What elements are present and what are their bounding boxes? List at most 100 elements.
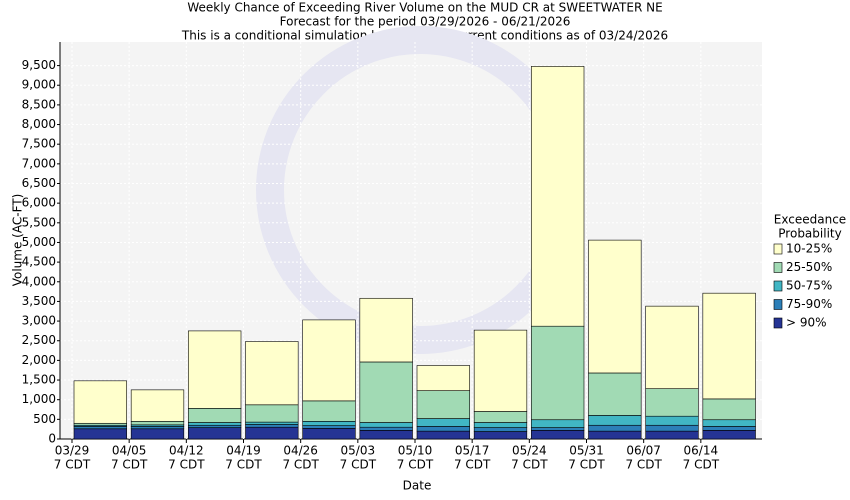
x-tick-label: 03/29 bbox=[55, 444, 90, 458]
bar-segment bbox=[531, 66, 585, 327]
legend-label: > 90% bbox=[786, 316, 827, 330]
bar-segment bbox=[416, 430, 470, 440]
y-tick-label: 1,000 bbox=[22, 392, 56, 406]
bar-segment bbox=[588, 239, 642, 374]
bar-segment bbox=[245, 341, 299, 406]
bar-segment bbox=[473, 431, 528, 440]
legend-title: Exceedance bbox=[774, 213, 846, 227]
x-tick-label: 05/17 bbox=[455, 444, 490, 458]
y-tick-label: 4,500 bbox=[22, 255, 56, 269]
x-tick-label: 7 CDT bbox=[282, 458, 319, 472]
legend-swatch bbox=[773, 243, 783, 255]
x-tick-label: 04/05 bbox=[112, 444, 147, 458]
x-tick-label: 04/19 bbox=[226, 444, 261, 458]
bar-segment bbox=[302, 400, 356, 422]
x-tick-label: 7 CDT bbox=[454, 458, 491, 472]
legend-swatch bbox=[773, 262, 783, 273]
y-tick-label: 8,500 bbox=[22, 97, 56, 111]
x-tick-label: 7 CDT bbox=[54, 458, 91, 472]
bar-segment bbox=[302, 428, 356, 440]
legend-swatch bbox=[773, 299, 783, 310]
x-tick-label: 7 CDT bbox=[625, 458, 662, 472]
x-tick-label: 7 CDT bbox=[568, 458, 605, 472]
bar-segment bbox=[531, 325, 585, 421]
bar-segment bbox=[531, 419, 585, 428]
bar-segment bbox=[702, 430, 756, 440]
x-tick-label: 04/12 bbox=[169, 444, 204, 458]
bar-segment bbox=[416, 365, 470, 391]
bar-segment bbox=[245, 424, 299, 428]
x-tick-label: 7 CDT bbox=[397, 458, 434, 472]
bar-segment bbox=[73, 428, 127, 440]
bar-segment bbox=[245, 421, 299, 425]
bar-segment bbox=[245, 426, 299, 440]
y-tick-label: 500 bbox=[33, 412, 56, 426]
legend-label: 50-75% bbox=[786, 279, 832, 293]
x-tick-label: 05/24 bbox=[512, 444, 547, 458]
bar-segment bbox=[588, 424, 642, 432]
bar-segment bbox=[473, 329, 528, 412]
legend-swatch bbox=[773, 317, 783, 329]
bar-segment bbox=[588, 415, 642, 426]
x-tick-label: 7 CDT bbox=[511, 458, 548, 472]
bar-segment bbox=[188, 422, 242, 426]
x-tick-label: 06/07 bbox=[626, 444, 661, 458]
legend-swatch bbox=[773, 280, 783, 292]
bar-segment bbox=[130, 426, 185, 430]
y-tick-label: 6,500 bbox=[22, 176, 56, 190]
bar-segment bbox=[645, 430, 699, 440]
chart-title: Weekly Chance of Exceeding River Volume … bbox=[187, 1, 662, 15]
x-tick-label: 7 CDT bbox=[168, 458, 205, 472]
x-tick-label: 05/03 bbox=[341, 444, 376, 458]
x-axis-label: Date bbox=[403, 479, 432, 493]
bar-segment bbox=[359, 422, 413, 428]
bar-segment bbox=[73, 380, 127, 424]
bar-segment bbox=[188, 427, 242, 440]
bar-segment bbox=[531, 430, 585, 440]
bar-segment bbox=[245, 404, 299, 423]
bar-segment bbox=[359, 426, 413, 431]
y-tick-label: 5,500 bbox=[22, 215, 56, 229]
bar-segment bbox=[130, 428, 185, 440]
y-tick-label: 7,000 bbox=[22, 156, 56, 170]
bar-segment bbox=[588, 372, 642, 416]
x-tick-label: 05/31 bbox=[569, 444, 604, 458]
bar-segment bbox=[416, 390, 470, 419]
bar-segment bbox=[359, 361, 413, 423]
bar-segment bbox=[645, 424, 699, 432]
bar-segment bbox=[130, 389, 185, 422]
bar-segment bbox=[359, 297, 413, 363]
legend-label: 25-50% bbox=[786, 260, 832, 274]
bar-segment bbox=[645, 415, 699, 426]
bar-segment bbox=[473, 411, 528, 423]
x-tick-label: 7 CDT bbox=[225, 458, 262, 472]
x-tick-label: 7 CDT bbox=[683, 458, 720, 472]
bar-segment bbox=[73, 426, 127, 430]
bar-segment bbox=[302, 421, 356, 426]
bar-segment bbox=[359, 430, 413, 440]
bar-segment bbox=[473, 427, 528, 432]
bar-segment bbox=[645, 388, 699, 417]
y-tick-label: 2,000 bbox=[22, 353, 56, 367]
y-tick-label: 9,000 bbox=[22, 78, 56, 92]
y-tick-label: 4,000 bbox=[22, 274, 56, 288]
bar-segment bbox=[531, 427, 585, 431]
y-axis-label: Volume (AC-FT) bbox=[11, 194, 25, 287]
bar-segment bbox=[188, 408, 242, 423]
chart-subtitle: Forecast for the period 03/29/2026 - 06/… bbox=[280, 15, 571, 29]
bar-segment bbox=[130, 421, 185, 426]
y-tick-label: 3,000 bbox=[22, 314, 56, 328]
bar-segment bbox=[302, 425, 356, 429]
x-tick-label: 7 CDT bbox=[111, 458, 148, 472]
bar-segment bbox=[588, 430, 642, 440]
x-tick-label: 04/26 bbox=[283, 444, 318, 458]
bar-segment bbox=[702, 292, 756, 400]
y-tick-label: 7,500 bbox=[22, 137, 56, 151]
bar-segment bbox=[473, 422, 528, 428]
bar-segment bbox=[416, 418, 470, 427]
bar-segment bbox=[702, 419, 756, 427]
x-tick-label: 05/10 bbox=[398, 444, 433, 458]
bar-segment bbox=[645, 305, 699, 389]
bar-segment bbox=[302, 319, 356, 402]
